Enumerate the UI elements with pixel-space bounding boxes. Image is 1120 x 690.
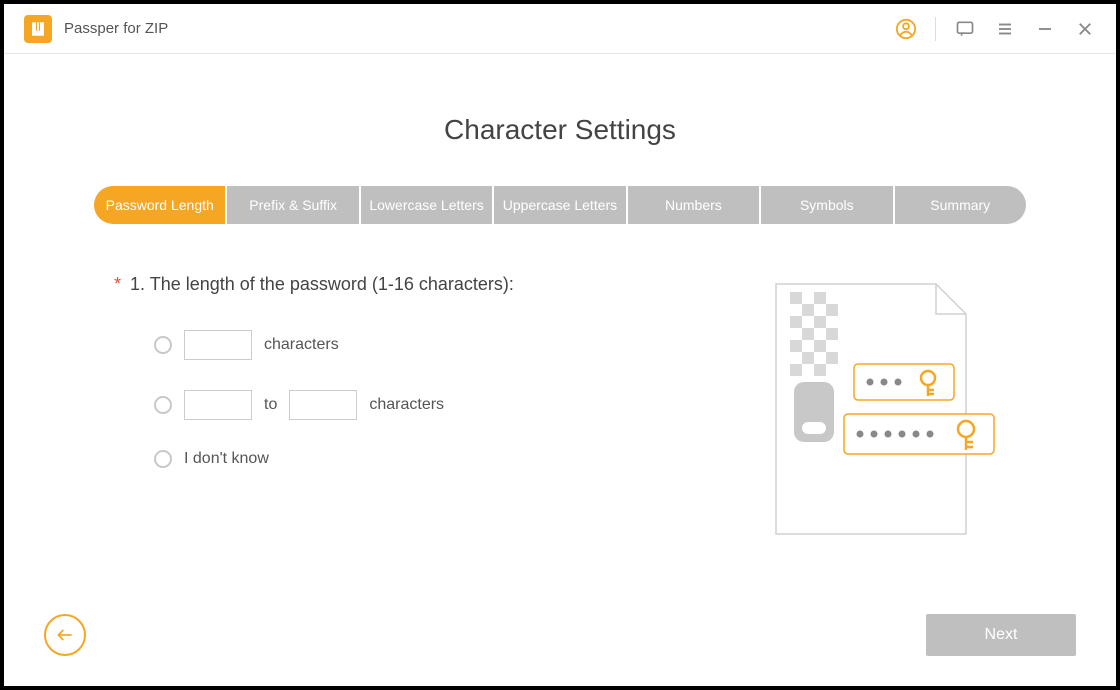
feedback-icon[interactable] [954,18,976,40]
label-range-to: to [264,396,277,414]
menu-icon[interactable] [994,18,1016,40]
titlebar-divider [935,17,936,41]
question-number: 1. [130,274,145,294]
user-account-icon[interactable] [895,18,917,40]
radio-range[interactable] [154,396,172,414]
minimize-icon[interactable] [1034,18,1056,40]
required-asterisk: * [114,274,121,294]
tab-symbols[interactable]: Symbols [761,186,892,224]
zip-illustration [766,274,996,544]
tab-bar: Password Length Prefix & Suffix Lowercas… [94,186,1026,224]
option-range-length: to characters [114,390,726,420]
option-exact-length: characters [114,330,726,360]
input-range-from[interactable] [184,390,252,420]
app-title: Passper for ZIP [64,20,168,37]
tab-numbers[interactable]: Numbers [628,186,759,224]
input-exact-length[interactable] [184,330,252,360]
titlebar: Passper for ZIP [4,4,1116,54]
input-range-to[interactable] [289,390,357,420]
tab-summary[interactable]: Summary [895,186,1026,224]
tab-lowercase[interactable]: Lowercase Letters [361,186,492,224]
question-text: The length of the password (1-16 charact… [150,274,514,294]
label-unknown: I don't know [184,450,269,468]
label-exact-suffix: characters [264,336,339,354]
question-label: * 1. The length of the password (1-16 ch… [114,274,726,295]
radio-exact[interactable] [154,336,172,354]
next-button[interactable]: Next [926,614,1076,656]
close-icon[interactable] [1074,18,1096,40]
label-range-suffix: characters [369,396,444,414]
option-unknown: I don't know [114,450,726,468]
tab-prefix-suffix[interactable]: Prefix & Suffix [227,186,358,224]
app-logo-icon [24,15,52,43]
radio-unknown[interactable] [154,450,172,468]
tab-uppercase[interactable]: Uppercase Letters [494,186,625,224]
page-title: Character Settings [94,114,1026,146]
tab-password-length[interactable]: Password Length [94,186,225,224]
back-button[interactable] [44,614,86,656]
